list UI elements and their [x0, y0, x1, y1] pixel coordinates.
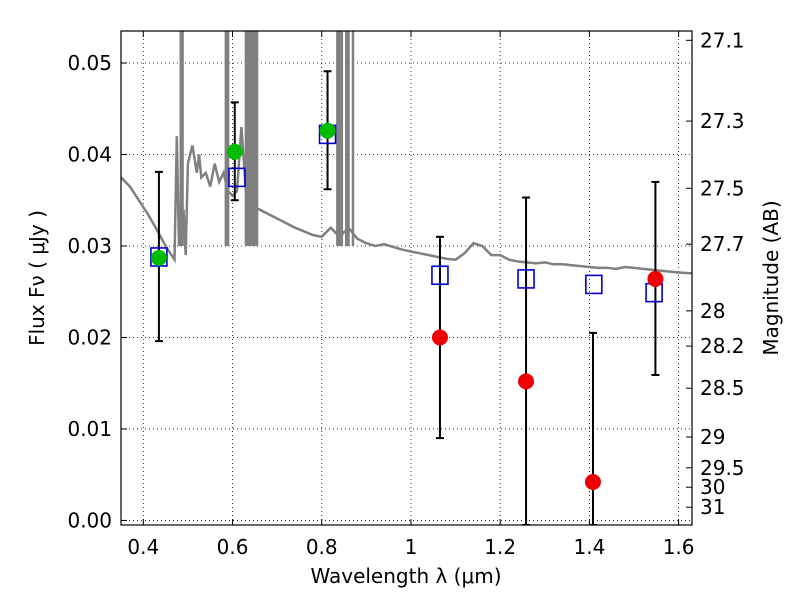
axis-ticks: 0.4 0.6 0.8 1 1.2 1.4 1.6 0.00 0.01 0.02 0.03 0.04 0…	[67, 28, 744, 559]
y-tick-label: 0.02	[67, 325, 112, 349]
x-tick-label: 0.6	[217, 535, 249, 559]
right-tick-label: 27.7	[700, 232, 745, 256]
right-tick-label: 27.3	[700, 109, 745, 133]
x-tick-label: 0.4	[127, 535, 159, 559]
observed-flux-point	[431, 329, 448, 346]
right-tick-label: 28.5	[700, 376, 745, 400]
observed-flux-point	[319, 122, 336, 139]
right-tick-label: 29.5	[700, 456, 745, 480]
y-tick-label: 0.00	[67, 508, 112, 532]
right-tick-label: 28	[700, 299, 725, 323]
right-tick-label: 27.1	[700, 28, 745, 52]
x-tick-label: 1.2	[484, 535, 516, 559]
observed-flux-point	[518, 373, 535, 390]
model-photometry-square	[150, 247, 168, 267]
model-photometry-square	[431, 265, 449, 286]
right-tick-label: 31	[700, 495, 725, 519]
x-axis-label: Wavelength λ (μm)	[310, 564, 501, 588]
observed-flux-point	[150, 249, 167, 266]
x-tick-label: 0.8	[306, 535, 338, 559]
y-tick-label: 0.05	[67, 51, 112, 75]
observed-flux-point	[584, 474, 601, 491]
model-photometry-square	[585, 274, 603, 295]
right-tick-label: 30	[700, 475, 725, 499]
x-tick-label: 1.4	[573, 535, 605, 559]
plot-frame	[120, 30, 693, 526]
x-tick-label: 1.6	[663, 535, 695, 559]
right-tick-label: 29	[700, 425, 725, 449]
model-photometry-square	[228, 167, 246, 188]
y-tick-label: 0.04	[67, 143, 112, 167]
right-tick-label: 28.2	[700, 334, 745, 358]
model-photometry-square	[517, 269, 535, 289]
observed-flux-point	[226, 143, 243, 160]
observed-flux-point	[647, 270, 664, 287]
y-tick-label: 0.01	[67, 417, 112, 441]
x-tick-label: 1	[405, 535, 418, 559]
y-axis-right-label: Magnitude (AB)	[759, 200, 783, 355]
plot-area	[121, 31, 692, 525]
right-tick-label: 27.5	[700, 176, 745, 200]
y-axis-label: Flux Fν ( μJy )	[25, 210, 49, 346]
y-tick-label: 0.03	[67, 234, 112, 258]
grid-lines	[121, 31, 692, 525]
model-spectrum-line	[121, 127, 692, 275]
